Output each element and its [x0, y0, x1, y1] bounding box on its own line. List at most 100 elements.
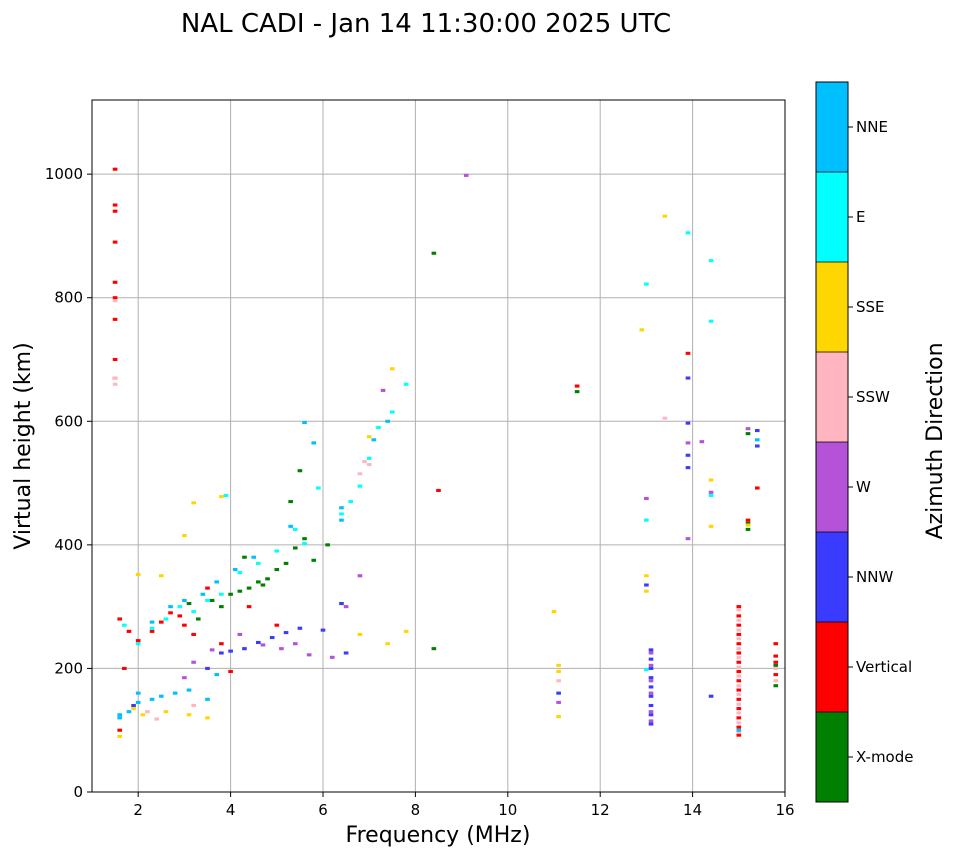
data-point-vertical [122, 666, 127, 670]
data-point-ssw [736, 702, 742, 706]
data-point-nnw [708, 694, 714, 698]
data-point-nnw [685, 421, 691, 425]
data-point-nne [754, 438, 760, 442]
data-point-nnw [644, 583, 649, 587]
x-tick-label: 10 [498, 801, 517, 819]
colorbar-segment [816, 172, 848, 262]
data-point-nne [205, 697, 210, 701]
data-point-e [348, 500, 354, 504]
data-point-sse [117, 734, 123, 738]
data-point-vertical [736, 707, 742, 711]
data-point-w [463, 173, 469, 177]
data-point-w [237, 632, 243, 636]
data-point-nnw [297, 626, 303, 630]
data-points [112, 167, 779, 738]
data-point-nnw [228, 649, 233, 653]
y-tick-label: 600 [54, 412, 83, 430]
grid [92, 100, 786, 793]
data-point-e [237, 571, 243, 575]
colorbar-segment [816, 442, 848, 532]
data-point-vertical [736, 651, 742, 655]
data-point-ssw [366, 462, 372, 467]
data-point-nne [186, 688, 192, 692]
data-point-e [366, 456, 372, 460]
colorbar: X-mode Vertical NNW W SSW SSE E NNE [815, 81, 913, 803]
data-point-vertical [246, 605, 252, 609]
colorbar-segment [816, 532, 848, 622]
data-point-nne [736, 728, 742, 732]
data-point-nnw [648, 713, 654, 717]
data-point-e [191, 610, 196, 614]
data-point-nne [214, 673, 220, 677]
data-point-vertical [274, 623, 280, 627]
data-point-nnw [648, 676, 654, 680]
x-tick-label: 8 [411, 801, 421, 819]
data-point-nnw [648, 657, 654, 661]
data-point-ssw [154, 717, 159, 721]
data-point-vertical [736, 632, 742, 636]
data-point-x-mode [745, 521, 751, 525]
data-point-x-mode [209, 598, 215, 603]
data-point-vertical [736, 733, 742, 737]
data-point-sse [186, 713, 192, 717]
data-point-e [256, 561, 261, 565]
data-point-nne [288, 524, 293, 528]
data-point-w [343, 605, 349, 609]
data-point-ssw [773, 666, 779, 670]
data-point-vertical [112, 167, 118, 171]
data-point-x-mode [297, 469, 303, 473]
data-point-ssw [736, 674, 742, 678]
data-point-x-mode [745, 527, 751, 531]
data-point-ssw [736, 721, 742, 725]
data-point-nne [126, 710, 132, 714]
data-point-vertical [736, 660, 742, 664]
data-point-vertical [736, 669, 742, 674]
data-point-e [122, 623, 127, 627]
data-point-sse [556, 663, 561, 667]
data-point-nnw [754, 429, 760, 433]
data-point-vertical [205, 586, 210, 590]
data-point-vertical [736, 697, 742, 701]
colorbar-label: Azimuth Direction [923, 342, 948, 539]
data-point-w [380, 388, 386, 392]
x-tick-label: 12 [591, 801, 610, 819]
data-point-nne [311, 441, 317, 445]
data-point-w [648, 679, 654, 683]
data-point-vertical [773, 673, 779, 677]
colorbar-tick-label: NNW [856, 568, 893, 586]
data-point-sse [182, 534, 187, 538]
data-point-x-mode [773, 684, 779, 688]
data-point-e [177, 605, 183, 609]
data-point-w [191, 660, 196, 664]
data-point-ssw [736, 628, 742, 632]
data-point-x-mode [431, 647, 437, 651]
data-point-vertical [117, 617, 123, 621]
data-point-ssw [736, 608, 742, 612]
data-point-sse [662, 214, 668, 218]
data-point-sse [191, 501, 196, 505]
data-point-nne [232, 568, 238, 572]
data-point-e [223, 493, 229, 497]
data-point-sse [135, 572, 141, 577]
data-point-vertical [745, 518, 751, 522]
data-point-nne [135, 700, 141, 704]
data-point-nnw [648, 703, 654, 708]
data-point-vertical [754, 486, 760, 490]
data-point-x-mode [283, 561, 289, 565]
y-tick-label: 200 [54, 659, 83, 677]
colorbar-tick-label: X-mode [856, 748, 913, 766]
colorbar-segment [816, 622, 848, 712]
y-tick-label: 1000 [45, 165, 83, 183]
data-point-vertical [736, 688, 742, 692]
data-point-nne [339, 518, 344, 522]
data-point-sse [205, 716, 210, 720]
data-point-e [708, 259, 714, 263]
data-point-nne [302, 420, 307, 425]
data-point-sse [389, 367, 395, 371]
data-point-nne [168, 605, 173, 609]
colorbar-tick-label: NNE [856, 118, 888, 136]
data-point-w [209, 648, 215, 652]
data-point-vertical [158, 620, 164, 624]
x-axis-ticks: 2 4 6 8 10 12 14 16 [133, 792, 795, 819]
data-point-w [182, 676, 187, 680]
